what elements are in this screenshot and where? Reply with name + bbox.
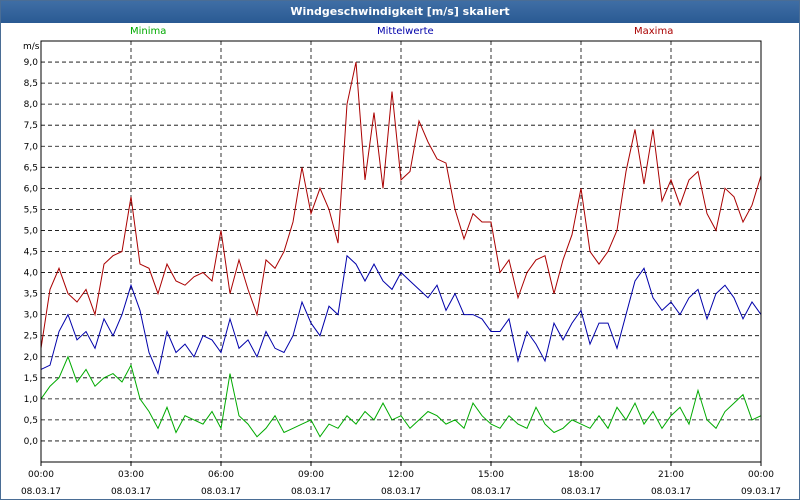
series-lines	[40, 61, 762, 438]
x-tick-time: 00:00	[748, 470, 774, 480]
y-tick-label: 9,0	[24, 58, 39, 68]
x-tick-date: 08.03.17	[291, 487, 331, 497]
y-tick-label: 5,0	[24, 226, 39, 236]
x-tick-date: 08.03.17	[471, 487, 511, 497]
legend-mittelwerte: Mittelwerte	[377, 26, 434, 37]
x-tick-time: 18:00	[568, 470, 594, 480]
y-axis-unit-label: m/s	[23, 42, 40, 52]
series-line-maxima	[40, 61, 762, 349]
plot-border	[40, 40, 762, 463]
y-tick-label: 3,5	[24, 290, 38, 300]
y-tick-label: 1,0	[24, 395, 39, 405]
x-tick-labels: 00:00 08.03.17 03:00 08.03.17 06:00 08.03.17 0…	[21, 470, 781, 497]
x-tick-time: 21:00	[658, 470, 684, 480]
y-tick-label: 2,5	[24, 332, 38, 342]
x-tick-time: 09:00	[298, 470, 324, 480]
x-tick-time: 15:00	[478, 470, 504, 480]
y-tick-label: 8,5	[24, 79, 38, 89]
x-tick-date: 08.03.17	[381, 487, 421, 497]
window-title: Windgeschwindigkeit [m/s] skaliert	[1, 1, 799, 23]
legend-minima: Minima	[130, 26, 167, 37]
x-tick-date: 08.03.17	[651, 487, 691, 497]
series-line-minima	[40, 355, 762, 438]
x-tick-date: 08.03.17	[561, 487, 601, 497]
y-tick-label: 6,5	[24, 163, 38, 173]
x-tick-date: 09.03.17	[741, 487, 781, 497]
y-tick-label: 1,5	[24, 374, 38, 384]
y-tick-label: 8,0	[24, 100, 39, 110]
grid	[40, 41, 762, 466]
y-tick-label: 2,0	[24, 353, 39, 363]
x-tick-time: 00:00	[28, 470, 54, 480]
y-tick-label: 7,0	[24, 142, 39, 152]
y-tick-label: 0,5	[24, 416, 38, 426]
y-tick-label: 3,0	[24, 311, 39, 321]
y-tick-label: 5,5	[24, 205, 38, 215]
y-tick-label: 4,0	[24, 269, 39, 279]
y-tick-label: 7,5	[24, 121, 38, 131]
x-tick-time: 06:00	[208, 470, 234, 480]
y-tick-label: 4,5	[24, 248, 38, 258]
x-tick-time: 03:00	[118, 470, 144, 480]
legend-maxima: Maxima	[634, 26, 674, 37]
x-tick-date: 08.03.17	[201, 487, 241, 497]
x-tick-time: 12:00	[388, 470, 414, 480]
y-tick-label: 0,0	[24, 437, 39, 447]
y-tick-labels: 9,0 8,5 8,0 7,5 7,0 6,5 6,0 5,5 5,0 4,5 4,0 3,5 3,0 2…	[24, 58, 39, 447]
x-tick-date: 08.03.17	[21, 487, 61, 497]
x-tick-date: 08.03.17	[111, 487, 151, 497]
series-line-mittelwerte	[40, 254, 762, 376]
y-tick-label: 6,0	[24, 184, 39, 194]
